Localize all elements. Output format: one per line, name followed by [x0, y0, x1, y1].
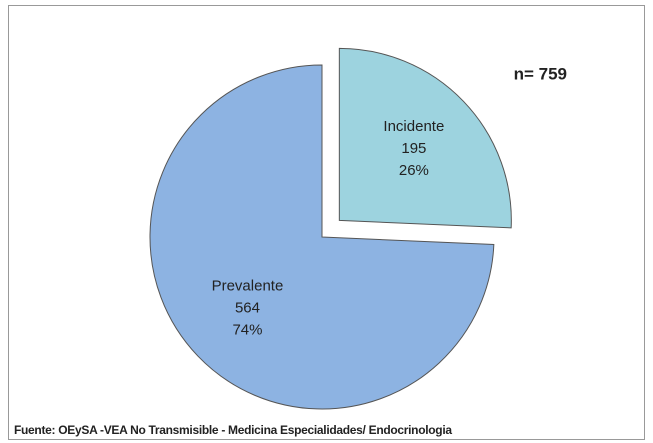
slice-label: Incidente: [383, 118, 444, 135]
pie-slice: [149, 64, 495, 410]
source-note: Fuente: OEySA -VEA No Transmisible - Med…: [14, 423, 452, 437]
annotation: n= 759: [514, 64, 567, 83]
slice-label: Prevalente: [212, 277, 284, 294]
value-label: 564: [235, 299, 260, 316]
percent-label: 26%: [399, 162, 429, 179]
percent-label: 74%: [232, 321, 262, 338]
value-label: 195: [401, 140, 426, 157]
pie-slice: [338, 47, 512, 229]
